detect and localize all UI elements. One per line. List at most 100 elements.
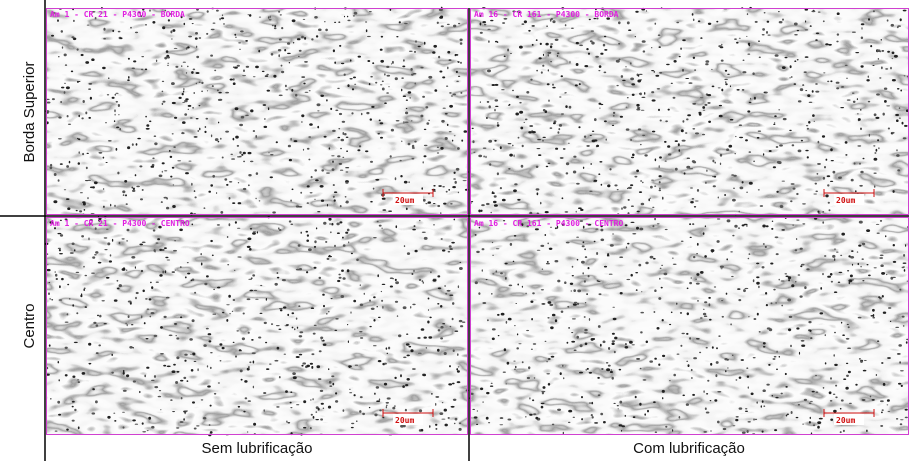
particle bbox=[106, 162, 108, 163]
particle bbox=[738, 299, 741, 301]
particle bbox=[317, 126, 319, 129]
particle bbox=[278, 227, 280, 229]
particle bbox=[688, 364, 690, 367]
particle bbox=[525, 293, 526, 295]
particle bbox=[127, 324, 128, 326]
particle bbox=[906, 341, 908, 344]
particle bbox=[78, 381, 80, 383]
particle bbox=[625, 415, 626, 417]
particle bbox=[170, 399, 172, 401]
particle bbox=[800, 88, 803, 91]
particle bbox=[726, 258, 728, 260]
particle bbox=[604, 72, 607, 74]
particle bbox=[607, 184, 610, 187]
particle bbox=[585, 302, 586, 303]
particle bbox=[122, 190, 125, 193]
particle bbox=[439, 71, 442, 73]
particle bbox=[292, 189, 294, 191]
particle bbox=[151, 426, 154, 429]
particle bbox=[464, 130, 468, 133]
particle bbox=[692, 198, 695, 200]
particle bbox=[687, 158, 690, 159]
particle bbox=[486, 279, 488, 280]
particle bbox=[208, 191, 211, 193]
particle bbox=[279, 95, 283, 97]
particle bbox=[310, 399, 311, 401]
particle bbox=[636, 358, 640, 360]
particle bbox=[798, 404, 800, 406]
particle bbox=[164, 316, 167, 318]
particle bbox=[768, 364, 770, 366]
particle bbox=[537, 139, 541, 140]
particle bbox=[484, 24, 487, 26]
particle bbox=[56, 278, 58, 280]
particle bbox=[654, 71, 656, 73]
particle bbox=[505, 277, 506, 280]
particle bbox=[404, 245, 405, 247]
particle bbox=[217, 224, 220, 226]
particle bbox=[608, 365, 611, 367]
particle bbox=[120, 37, 123, 39]
particle bbox=[382, 417, 384, 418]
particle bbox=[545, 234, 547, 236]
particle bbox=[276, 406, 279, 408]
particle bbox=[557, 131, 559, 134]
particle bbox=[128, 315, 130, 318]
particle bbox=[762, 225, 766, 228]
particle bbox=[341, 139, 345, 142]
particle bbox=[428, 76, 432, 79]
particle bbox=[836, 41, 838, 43]
particle bbox=[323, 305, 325, 307]
particle bbox=[459, 422, 461, 424]
particle bbox=[612, 377, 614, 380]
particle bbox=[877, 139, 879, 141]
particle bbox=[251, 339, 254, 341]
particle bbox=[893, 190, 895, 193]
particle bbox=[230, 154, 233, 155]
particle bbox=[433, 279, 437, 281]
particle bbox=[382, 81, 384, 83]
particle bbox=[309, 90, 311, 91]
row-label: Borda Superior bbox=[21, 62, 38, 163]
particle bbox=[395, 177, 397, 180]
particle bbox=[874, 267, 877, 268]
particle bbox=[339, 163, 342, 164]
particle bbox=[481, 210, 483, 212]
particle bbox=[565, 105, 567, 108]
particle bbox=[749, 253, 751, 255]
particle bbox=[112, 239, 113, 242]
particle bbox=[398, 334, 401, 337]
particle bbox=[387, 75, 391, 77]
particle bbox=[242, 337, 245, 340]
particle bbox=[351, 112, 353, 114]
particle bbox=[804, 399, 807, 401]
particle bbox=[606, 368, 610, 371]
particle bbox=[235, 37, 237, 38]
particle bbox=[66, 198, 70, 200]
particle bbox=[463, 180, 467, 181]
particle bbox=[730, 251, 733, 252]
particle bbox=[61, 87, 64, 89]
particle bbox=[855, 52, 859, 53]
particle bbox=[881, 39, 882, 41]
particle bbox=[600, 104, 603, 105]
particle bbox=[76, 312, 78, 314]
particle bbox=[747, 430, 749, 433]
particle bbox=[405, 112, 408, 115]
particle bbox=[493, 201, 497, 203]
caption: Am 1 - CR 21 - P4300 - BORDA bbox=[50, 10, 185, 19]
particle bbox=[328, 218, 331, 221]
particle bbox=[243, 188, 246, 190]
particle bbox=[627, 243, 629, 245]
particle bbox=[697, 189, 699, 192]
particle bbox=[526, 91, 529, 94]
particle bbox=[569, 106, 572, 109]
particle bbox=[703, 313, 706, 316]
particle bbox=[769, 150, 772, 152]
particle bbox=[94, 181, 98, 184]
particle bbox=[172, 370, 176, 373]
particle bbox=[405, 409, 407, 412]
particle bbox=[599, 161, 602, 163]
particle bbox=[684, 172, 686, 174]
particle bbox=[91, 58, 94, 61]
